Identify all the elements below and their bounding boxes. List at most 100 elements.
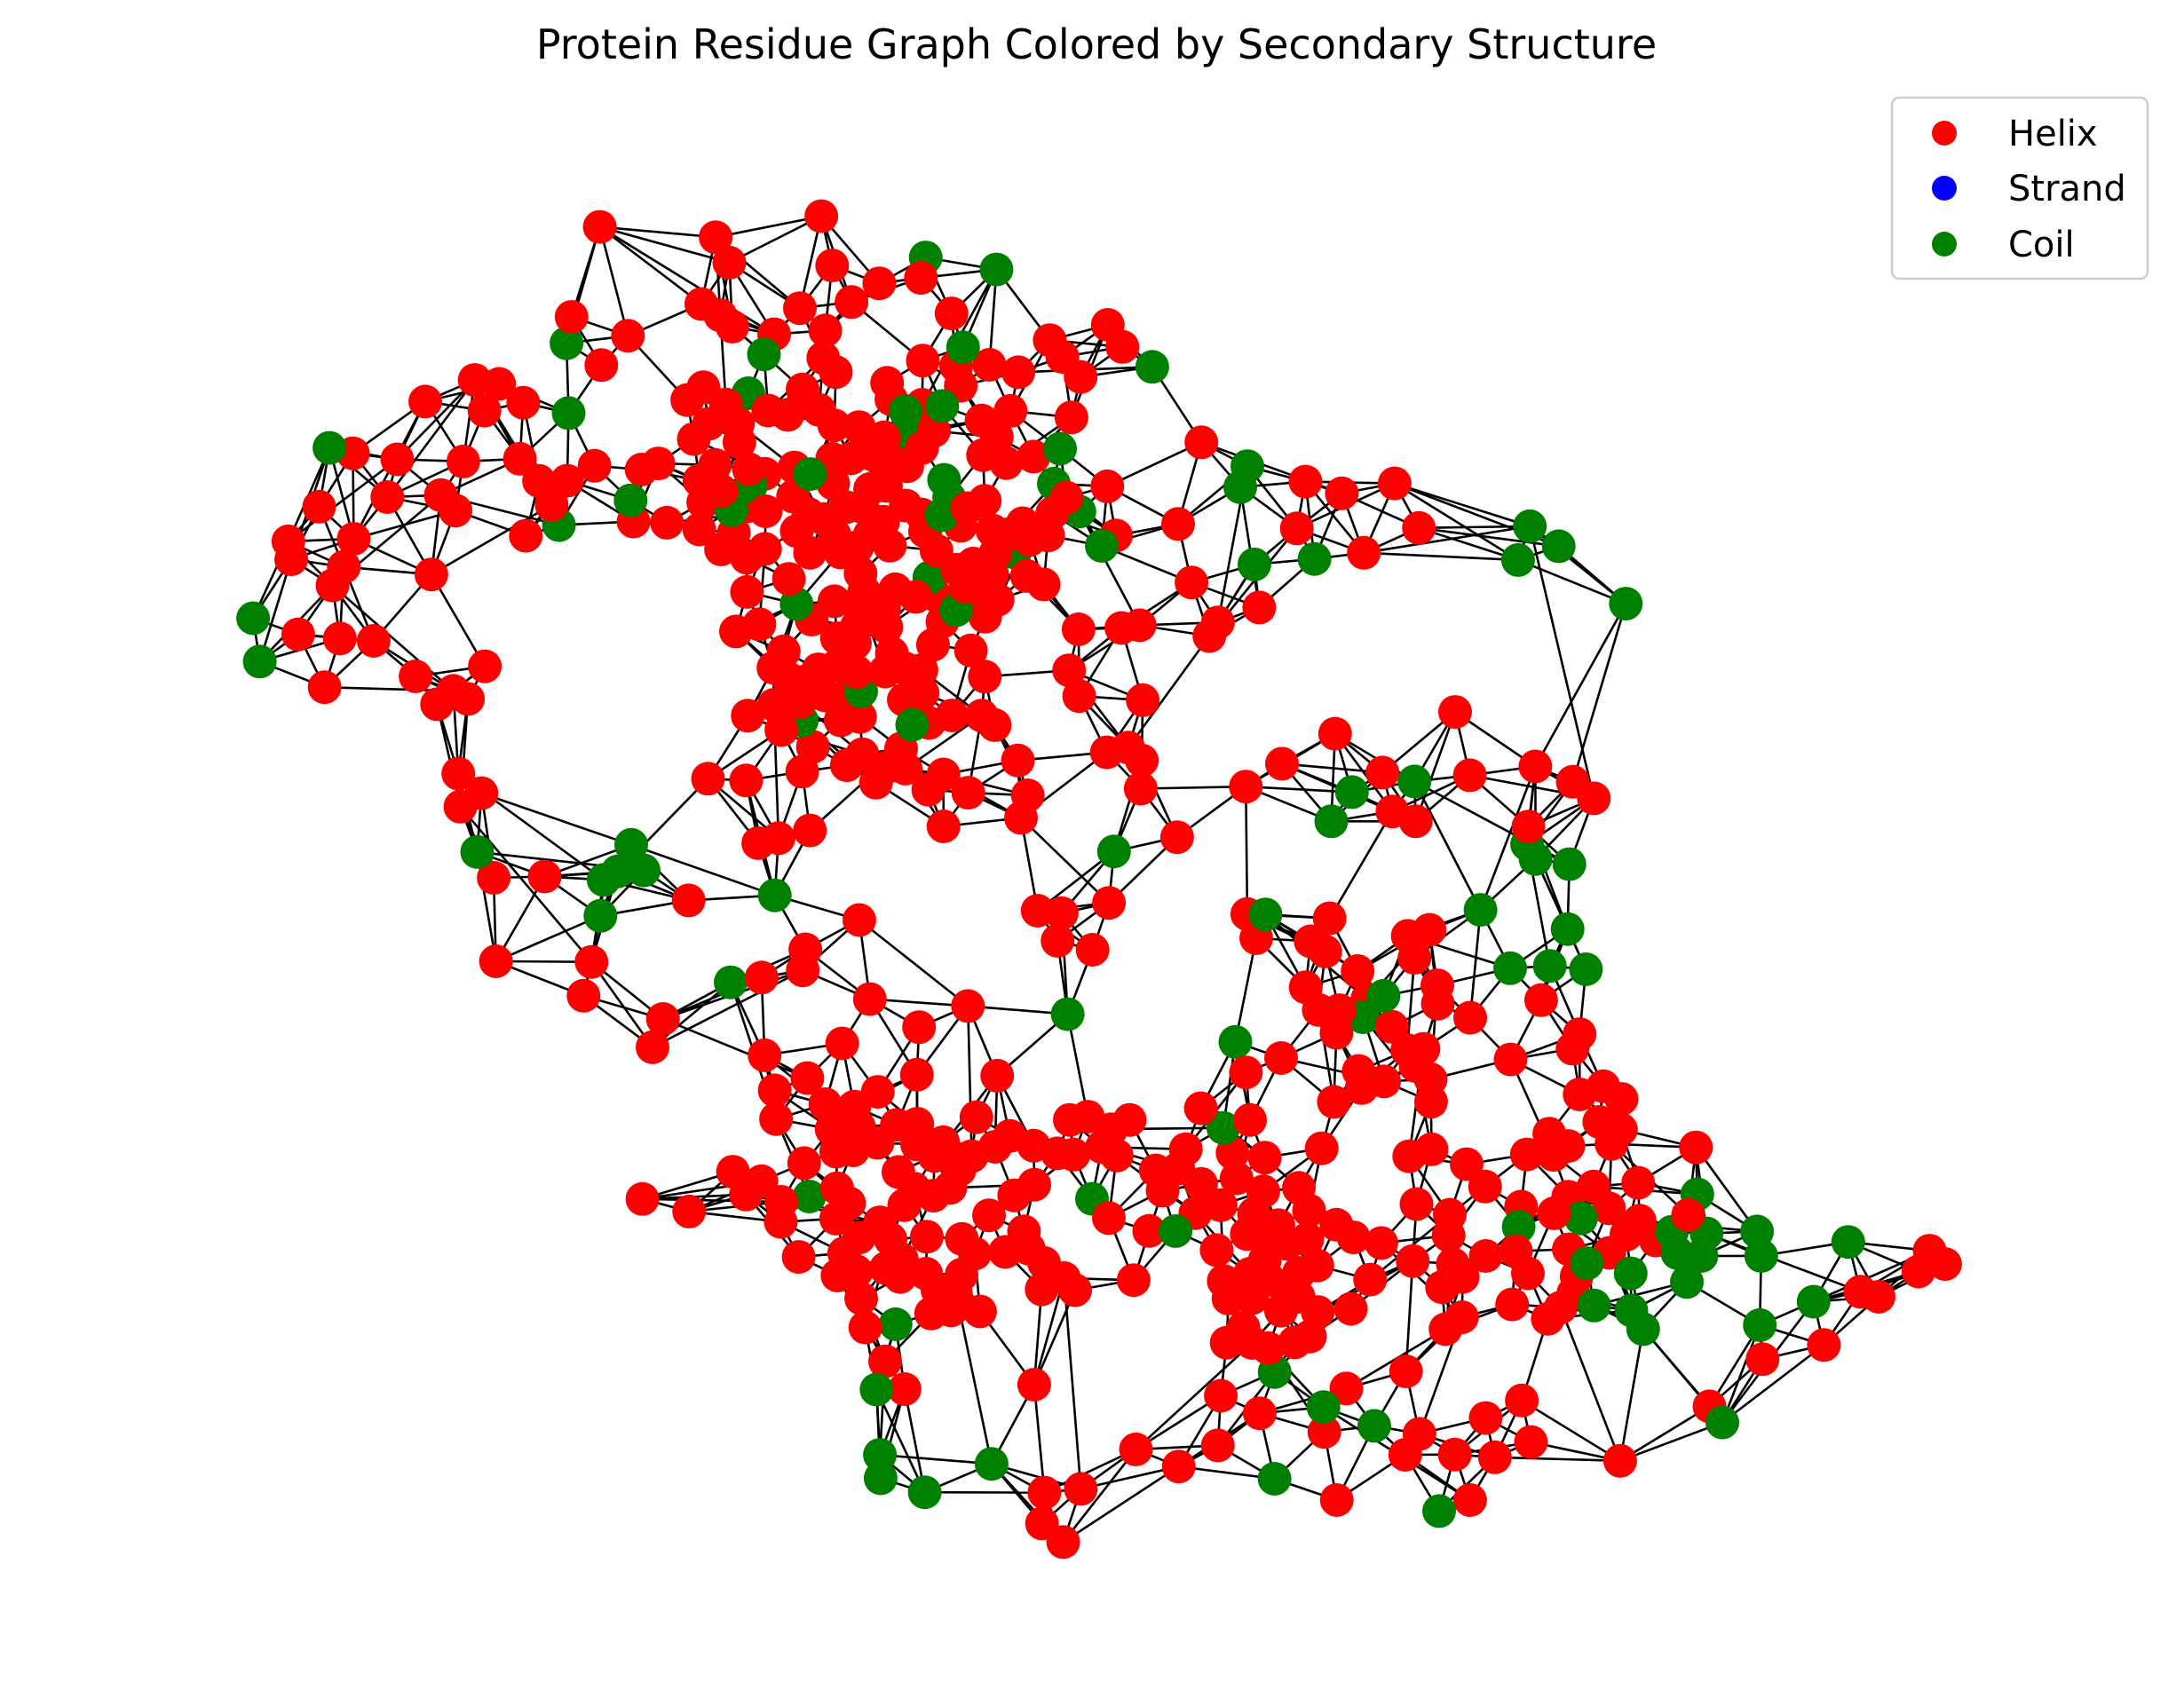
- residue-node-helix: [1396, 1244, 1430, 1278]
- graph-edge: [1020, 817, 1111, 904]
- residue-node-helix: [1304, 1131, 1339, 1165]
- residue-node-helix: [704, 533, 739, 566]
- residue-node-helix: [926, 810, 961, 843]
- graph-edge: [1033, 1290, 1077, 1386]
- legend-marker-strand: [1932, 176, 1957, 201]
- residue-node-helix: [919, 533, 954, 568]
- residue-node-helix: [1294, 924, 1328, 959]
- residue-node-coil: [1218, 1024, 1253, 1059]
- residue-node-helix: [1319, 1483, 1354, 1517]
- residue-node-helix: [1398, 804, 1433, 839]
- residue-node-helix: [860, 1125, 895, 1160]
- residue-node-helix: [1377, 466, 1412, 501]
- residue-node-helix: [842, 410, 876, 445]
- residue-node-helix: [468, 649, 502, 683]
- residue-node-coil: [1422, 1494, 1456, 1528]
- residue-node-helix: [934, 296, 969, 331]
- residue-node-coil: [1223, 470, 1257, 504]
- residue-node-helix: [274, 542, 308, 577]
- residue-node-coil: [1541, 529, 1576, 564]
- residue-node-helix: [993, 1118, 1027, 1153]
- residue-node-helix: [1041, 923, 1075, 958]
- residue-node-helix: [948, 570, 983, 604]
- residue-node-helix: [1468, 1239, 1503, 1273]
- residue-node-helix: [1090, 308, 1125, 342]
- residue-node-helix: [730, 541, 764, 575]
- residue-node-helix: [1119, 1432, 1153, 1466]
- residue-node-helix: [502, 441, 537, 476]
- residue-node-helix: [962, 1294, 997, 1329]
- graph-edge: [1695, 1146, 1759, 1233]
- residue-node-coil: [895, 707, 930, 742]
- residue-node-helix: [482, 367, 517, 401]
- residue-node-helix: [899, 1057, 934, 1092]
- residue-node-coil: [1550, 912, 1585, 946]
- residue-node-helix: [1282, 1171, 1316, 1205]
- residue-node-helix: [991, 517, 1025, 551]
- residue-node-helix: [1026, 567, 1061, 602]
- residue-node-helix: [550, 463, 584, 498]
- graph-edge: [859, 919, 969, 1007]
- residue-node-helix: [730, 574, 764, 609]
- residue-node-helix: [731, 699, 765, 733]
- graph-edge: [1127, 635, 1211, 748]
- graph-edge: [495, 914, 601, 963]
- graph-edge: [1559, 1307, 1622, 1462]
- residue-node-helix: [1531, 1301, 1565, 1336]
- residue-node-helix: [1329, 1371, 1364, 1406]
- residue-node-coil: [613, 483, 648, 517]
- residue-node-coil: [1626, 1312, 1660, 1347]
- residue-node-helix: [1183, 1091, 1218, 1125]
- residue-node-coil: [927, 462, 961, 497]
- residue-node-helix: [1123, 771, 1158, 806]
- residue-node-helix: [757, 1073, 792, 1108]
- residue-node-coil: [1570, 1246, 1604, 1281]
- graph-edge: [1619, 1421, 1723, 1463]
- residue-node-helix: [356, 624, 391, 658]
- residue-node-helix: [1092, 886, 1127, 920]
- residue-node-helix: [839, 610, 874, 644]
- residue-node-helix: [881, 1155, 915, 1189]
- chart-title: Protein Residue Graph Colored by Seconda…: [536, 20, 1657, 68]
- residue-node-helix: [1577, 1169, 1610, 1204]
- residue-node-helix: [980, 1058, 1015, 1093]
- residue-node-helix: [1563, 1078, 1597, 1111]
- residue-node-helix: [959, 1100, 993, 1134]
- graph-edge: [1414, 711, 1457, 822]
- residue-node-helix: [1364, 1226, 1398, 1260]
- legend-marker-helix: [1932, 121, 1957, 146]
- residue-node-coil: [1306, 1390, 1341, 1425]
- residue-node-helix: [1511, 810, 1546, 844]
- residue-node-coil: [1743, 1307, 1777, 1342]
- residue-node-helix: [1175, 565, 1209, 600]
- residue-node-helix: [1242, 590, 1277, 625]
- residue-node-helix: [835, 285, 869, 320]
- residue-node-coil: [907, 1475, 942, 1510]
- graph-edge: [728, 215, 822, 265]
- graph-edge: [1419, 525, 1531, 530]
- residue-graph: [236, 199, 1962, 1560]
- residue-node-helix: [909, 1220, 944, 1254]
- residue-node-coil: [313, 430, 347, 465]
- residue-node-helix: [1219, 1161, 1254, 1196]
- residue-node-helix: [1437, 1437, 1472, 1472]
- residue-node-helix: [1312, 901, 1347, 936]
- graph-edge: [1245, 786, 1249, 914]
- residue-node-helix: [817, 584, 851, 619]
- residue-node-helix: [819, 1171, 854, 1205]
- residue-node-helix: [889, 751, 923, 786]
- residue-node-coil: [550, 326, 584, 360]
- residue-node-helix: [1159, 820, 1194, 855]
- residue-node-helix: [439, 494, 473, 528]
- residue-node-helix: [1089, 735, 1124, 770]
- residue-node-coil: [1206, 1110, 1240, 1145]
- residue-node-helix: [1425, 1270, 1460, 1305]
- graph-edge: [1413, 780, 1482, 911]
- graph-edge: [598, 226, 629, 336]
- graph-edge: [715, 215, 822, 239]
- residue-node-helix: [1452, 1483, 1487, 1517]
- graph-edge: [1062, 1465, 1180, 1544]
- residue-node-coil: [757, 878, 792, 912]
- residue-node-helix: [506, 385, 541, 420]
